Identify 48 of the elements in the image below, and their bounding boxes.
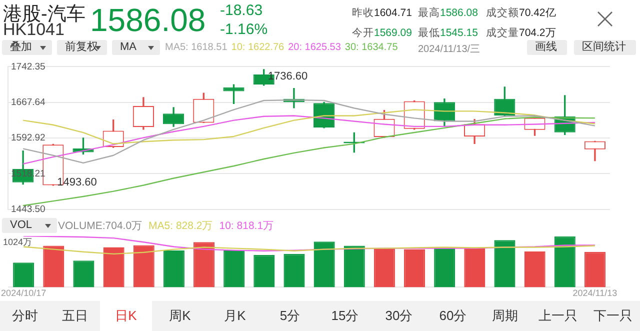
text: 10: 1622.76 [231, 42, 284, 53]
text: 昨收 [352, 7, 374, 19]
y-tick-label: 1667.64 [11, 96, 46, 108]
text: 日K [100, 301, 152, 331]
text: 1586.08 [440, 7, 478, 19]
x-tick-label: 2024/11/13 [572, 288, 618, 298]
text: 分时 [11, 307, 39, 325]
text: 1586.08 [90, 1, 206, 40]
text: VOLUME:704.0万 [58, 220, 143, 232]
text: 画线 [527, 40, 567, 55]
x-tick-label: 2024/10/17 [1, 288, 46, 298]
text: 30分 [384, 307, 414, 325]
text: 周期 [491, 307, 519, 325]
text: 区间统计 [574, 40, 636, 55]
text: 前复权 [57, 40, 107, 55]
text: 1569.09 [374, 27, 412, 39]
text: 2024/11/13/三 [418, 43, 480, 56]
text: 60分 [438, 307, 468, 325]
text: 5分 [278, 307, 302, 325]
text: MA5: 1618.51 [165, 42, 228, 53]
text: 704.2万 [519, 27, 556, 39]
series-label: 10: 818.1万 [219, 220, 274, 232]
text: 下一只 [592, 307, 634, 325]
text: 叠加 [2, 40, 52, 55]
text: VOL [2, 218, 57, 233]
y-tick-label: 1742.35 [11, 61, 46, 72]
text: 最高 [418, 7, 440, 19]
text: -1.16% [220, 21, 268, 38]
annotation: 1024万 [3, 236, 32, 249]
text: 70.42亿 [519, 7, 556, 19]
text: 五日 [61, 307, 89, 325]
y-tick-label: 1443.50 [11, 204, 46, 215]
text: MA [112, 40, 160, 55]
text: 20: 1625.53 [288, 42, 341, 53]
text: 1545.15 [440, 27, 478, 39]
text: 15分 [330, 307, 360, 325]
text: 上一只 [538, 307, 578, 325]
text: 周K [168, 307, 192, 325]
text: 成交量 [486, 27, 519, 39]
text: -18.63 [220, 2, 263, 19]
series-label: MA5: 828.2万 [148, 220, 214, 232]
text: 最低 [418, 27, 440, 39]
y-tick-label: 1592.92 [11, 132, 46, 144]
text: 成交额 [486, 7, 519, 19]
text: 今开 [352, 27, 374, 39]
text: 30: 1634.75 [344, 42, 398, 53]
text: 1604.71 [374, 7, 412, 19]
text: 月K [223, 307, 247, 325]
